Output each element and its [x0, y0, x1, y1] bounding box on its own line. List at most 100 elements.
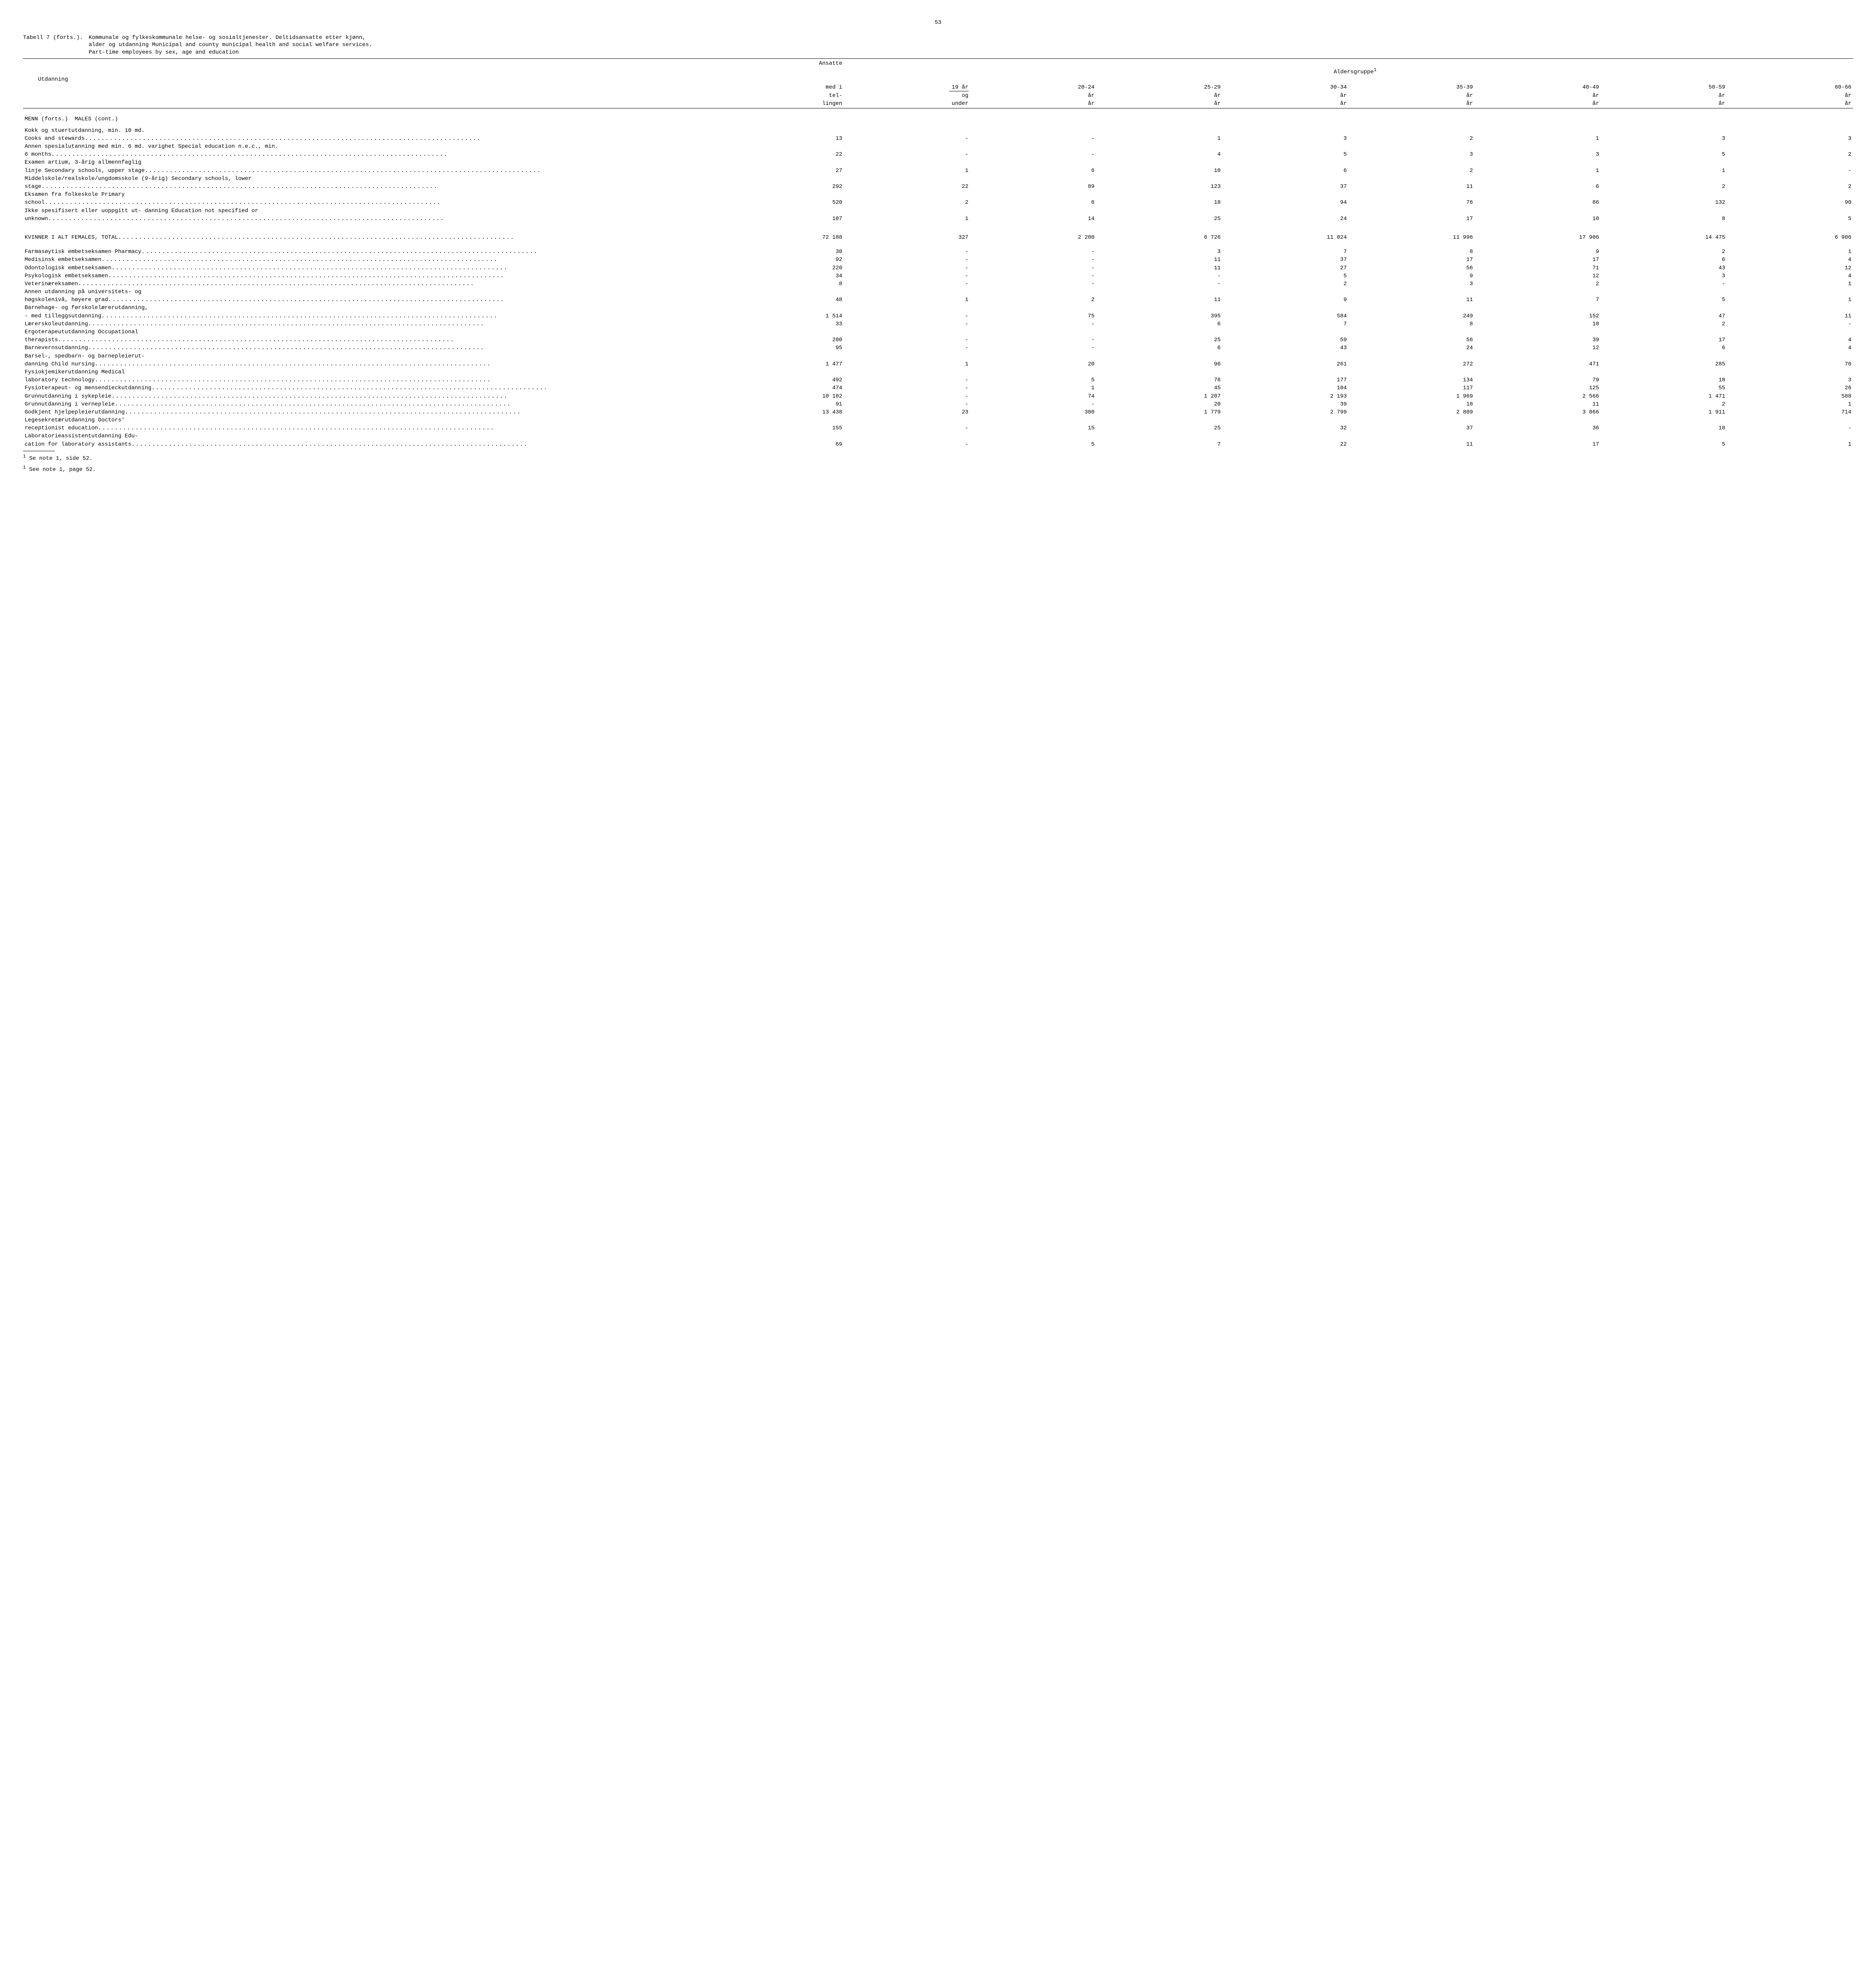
title-line1: Kommunale og fylkeskommunale helse- og s… [89, 35, 365, 41]
cell: 27 [718, 167, 844, 175]
cell: - [970, 336, 1096, 344]
cell: 1 [844, 360, 970, 368]
table-row-pre: Ergoterapeututdanning Occupational [23, 328, 1853, 336]
cell: 1 [1727, 440, 1853, 448]
hdr-cell: 19 år [949, 84, 969, 91]
cell: 37 [1222, 256, 1349, 264]
cell: 132 [1601, 199, 1727, 207]
table-row-pre: Laboratorieassistentutdanning Edu- [23, 432, 1853, 440]
table-row-pre: Fysiokjemikerutdanning Medical [23, 368, 1853, 376]
cell: 285 [1601, 360, 1727, 368]
table-row: therapists200--25595639174 [23, 336, 1853, 344]
cell: - [844, 320, 970, 328]
cell: 30 [718, 248, 844, 256]
cell: 39 [1475, 336, 1601, 344]
cell: 76 [1348, 199, 1475, 207]
cell: - [1727, 167, 1853, 175]
cell: 2 200 [970, 223, 1096, 241]
cell: 6 [970, 199, 1096, 207]
cell: 25 [1096, 424, 1222, 432]
cell: 1 [1727, 400, 1853, 408]
footnote-sup: 1 [23, 454, 26, 459]
table-row-pre: Eksamen fra folkeskole Primary [23, 191, 1853, 199]
cell: 24 [1222, 215, 1349, 223]
table-row: danning Child nursing1 47712096261272471… [23, 360, 1853, 368]
cell: 125 [1475, 384, 1601, 392]
cell: 3 [1222, 135, 1349, 143]
cell: 1 [1601, 167, 1727, 175]
row-pre-label: Kokk og stuertutdanning, min. 10 md. [23, 127, 1853, 135]
page-number: 53 [23, 19, 1853, 26]
row-pre-label: Eksamen fra folkeskole Primary [23, 191, 1853, 199]
cell: 1 [1727, 280, 1853, 288]
row-label: Lærerskoleutdanning [23, 320, 718, 328]
cell: 5 [1727, 215, 1853, 223]
cell: 11 996 [1348, 223, 1475, 241]
table-row: Grunnutdanning i sykepleie10 102-741 207… [23, 392, 1853, 400]
table-row: 6 months22--453352 [23, 151, 1853, 158]
cell: 12 [1727, 264, 1853, 272]
footnote2-text: See note 1, page 52. [29, 466, 96, 473]
hdr-cell: 20-24 [1078, 84, 1094, 91]
row-pre-label: Annen spesialutanning med min. 6 md. var… [23, 143, 1853, 151]
cell: 45 [1096, 384, 1222, 392]
title-line2: alder og utdanning Municipal and county … [89, 42, 372, 48]
cell: 584 [1222, 312, 1349, 320]
table-row: Grunnutdanning i vernepleie91--203918112… [23, 400, 1853, 408]
hdr-cell: 35-39 [1456, 84, 1473, 91]
cell: 32 [1222, 424, 1349, 432]
row-label: Fysioterapeut- og mensendieckutdanning [23, 384, 718, 392]
cell: 9 [1475, 248, 1601, 256]
cell: 2 [844, 199, 970, 207]
cell: - [844, 392, 970, 400]
table-row: Veterinæreksamen8---232-1 [23, 280, 1853, 288]
data-table: Utdanning Ansatte Aldersgruppe1 med i 19… [23, 60, 1853, 448]
row-label: unknown [23, 215, 718, 223]
footnote-sup: 1 [23, 465, 26, 470]
cell: 2 [970, 296, 1096, 304]
table-row-pre: Barnehage- og førskolelærerutdanning, [23, 304, 1853, 312]
cell: 1 [1096, 135, 1222, 143]
cell: 2 [1222, 280, 1349, 288]
rule-top [23, 58, 1853, 59]
table-row-pre: Middelskole/realskole/ungdomsskole (9-år… [23, 175, 1853, 183]
cell: 3 [1727, 376, 1853, 384]
cell: 13 438 [718, 408, 844, 416]
cell: 11 024 [1222, 223, 1349, 241]
cell: 12 [1475, 272, 1601, 280]
cell: 11 [1348, 183, 1475, 191]
cell: 714 [1727, 408, 1853, 416]
row-pre-label: Annen utdanning på universitets- og [23, 288, 1853, 296]
hdr-cell: år [1214, 93, 1221, 99]
cell: 6 [1096, 344, 1222, 352]
cell: 34 [718, 272, 844, 280]
cell: 5 [1601, 440, 1727, 448]
cell: 11 [1348, 296, 1475, 304]
cell: 1 [844, 215, 970, 223]
cell: 37 [1222, 183, 1349, 191]
cell: 69 [718, 440, 844, 448]
cell: - [970, 264, 1096, 272]
cell: 395 [1096, 312, 1222, 320]
cell: 1 [1727, 296, 1853, 304]
row-label: linje Secondary schools, upper stage [23, 167, 718, 175]
cell: 4 [1727, 344, 1853, 352]
cell: 96 [1096, 360, 1222, 368]
cell: 7 [1096, 440, 1222, 448]
cell: 59 [1222, 336, 1349, 344]
table-row-pre: Annen spesialutanning med min. 6 md. var… [23, 143, 1853, 151]
row-pre-label: Barsel-, spedbarn- og barnepleierut- [23, 352, 1853, 360]
row-label: school [23, 199, 718, 207]
cell: 92 [718, 256, 844, 264]
hdr-cell: tel- [829, 93, 842, 99]
title-prefix: Tabell 7 (forts.). [23, 34, 89, 56]
section-males-label: MENN (forts.) MALES (cont.) [23, 108, 1853, 127]
cell: 4 [1727, 336, 1853, 344]
hdr-cell: år [1719, 93, 1725, 99]
table-row-pre: Barsel-, spedbarn- og barnepleierut- [23, 352, 1853, 360]
header-row: lingen under år år år år år år år [23, 100, 1853, 108]
cell: 12 [1475, 344, 1601, 352]
cell: - [844, 280, 970, 288]
cell: 134 [1348, 376, 1475, 384]
cell: 1 [1475, 135, 1601, 143]
